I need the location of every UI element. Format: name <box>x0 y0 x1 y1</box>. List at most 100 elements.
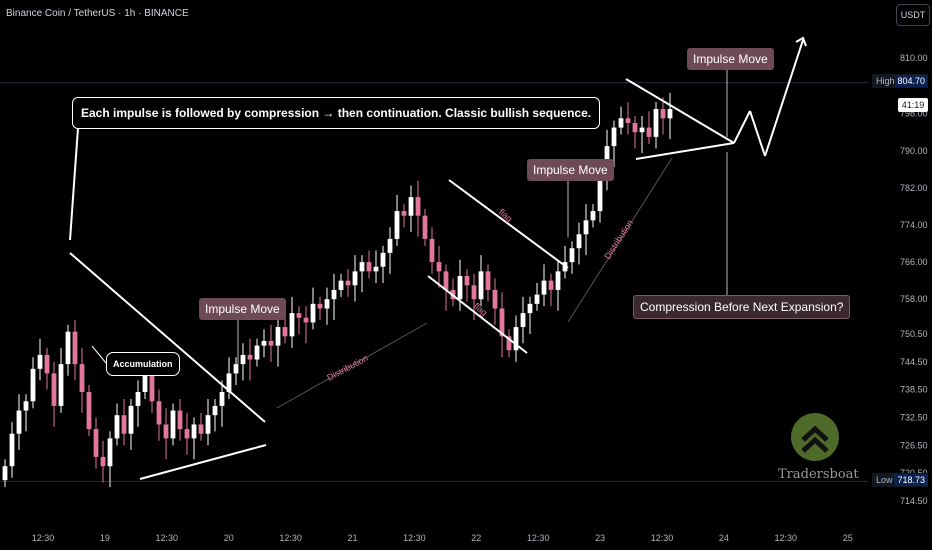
candle-body <box>170 410 176 439</box>
candle-body <box>471 285 477 300</box>
candle-body <box>541 280 547 295</box>
price-tick: 732.50 <box>900 413 928 423</box>
candle-body <box>667 109 673 119</box>
descending-trendline <box>69 252 266 423</box>
candle-body <box>345 280 351 286</box>
candle-body <box>128 405 134 434</box>
projection-leg-3 <box>764 39 804 157</box>
candle-body <box>240 354 246 365</box>
candle-body <box>37 354 43 369</box>
time-tick: 20 <box>224 533 234 543</box>
candle-body <box>156 401 162 425</box>
price-tick: 744.50 <box>900 357 928 367</box>
main-note[interactable]: Each impulse is followed by compression … <box>72 97 601 129</box>
candle-body <box>611 127 617 147</box>
candle-body <box>163 424 169 439</box>
candle-body <box>660 109 666 119</box>
time-tick: 25 <box>843 533 853 543</box>
candle-body <box>632 122 638 133</box>
candle-body <box>478 271 484 300</box>
candle-body <box>457 276 463 300</box>
candle-body <box>142 373 148 392</box>
candle-body <box>527 303 533 314</box>
compression-label[interactable]: Compression Before Next Expansion? <box>633 295 851 319</box>
candle-body <box>555 271 561 290</box>
candle-body <box>387 238 393 253</box>
candle-body <box>282 327 288 337</box>
candle-body <box>149 373 155 402</box>
time-tick: 19 <box>100 533 110 543</box>
time-tick: 12:30 <box>279 533 302 543</box>
candle-body <box>114 415 120 439</box>
candle-body <box>380 252 386 267</box>
currency-button[interactable]: USDT <box>896 4 930 26</box>
impulse-label-3[interactable]: Impulse Move <box>687 48 774 70</box>
distribution-line-2 <box>567 157 673 323</box>
impulse-label-2[interactable]: Impulse Move <box>527 159 614 181</box>
candle-body <box>219 391 225 406</box>
candle-body <box>646 127 652 137</box>
candle-body <box>408 197 414 216</box>
candle-body <box>331 289 337 300</box>
candle-body <box>639 127 645 133</box>
candle-body <box>198 424 204 434</box>
candle-body <box>191 424 197 439</box>
candle-body <box>121 415 127 434</box>
distribution-label-1: Distribution <box>325 353 369 383</box>
time-tick: 21 <box>347 533 357 543</box>
price-tick: 726.50 <box>900 440 928 450</box>
candle-body <box>16 410 22 434</box>
candle-body <box>226 373 232 392</box>
projection-arrow-head <box>795 36 807 47</box>
candle-body <box>618 118 624 128</box>
accumulation-pointer <box>91 345 107 364</box>
brand-logo-chevron-2 <box>801 436 829 453</box>
candle-body <box>422 215 428 239</box>
main-note-pointer <box>69 127 79 241</box>
flag-lower-line <box>427 275 528 354</box>
candle-body <box>233 364 239 374</box>
accumulation-note[interactable]: Accumulation <box>106 352 180 376</box>
candle-body <box>303 317 309 323</box>
impulse-label-1[interactable]: Impulse Move <box>199 298 286 320</box>
candle-body <box>275 327 281 346</box>
candle-body <box>58 364 64 406</box>
candle-body <box>499 308 505 337</box>
flag-upper-line <box>448 179 569 269</box>
candle-body <box>261 340 267 346</box>
symbol-title[interactable]: Binance Coin / TetherUS · 1h · BINANCE <box>6 8 189 19</box>
time-tick: 23 <box>595 533 605 543</box>
candle-body <box>464 276 470 286</box>
distribution-label-2: Distribution <box>602 218 635 261</box>
price-axis[interactable]: 810.00 798.00 790.00 782.00 774.00 766.00 758.… <box>900 53 928 506</box>
low-label: Low <box>876 475 893 485</box>
brand-logo-chevron-1 <box>801 425 829 442</box>
candle-body <box>625 118 631 123</box>
time-tick: 12:30 <box>32 533 55 543</box>
candle-body <box>65 331 71 365</box>
candles <box>2 92 673 488</box>
projection-leg-1 <box>733 110 751 144</box>
distribution-line-1 <box>276 322 428 409</box>
candle-body <box>366 262 372 272</box>
candle-body <box>513 327 519 351</box>
candle-body <box>177 410 183 430</box>
wedge-lower-line <box>635 142 735 160</box>
candle-body <box>44 354 50 374</box>
price-tick: 774.00 <box>900 220 928 230</box>
time-tick: 22 <box>471 533 481 543</box>
time-axis[interactable]: 12:30 19 12:30 20 12:30 21 12:30 22 12:30 23 12:30… <box>32 533 853 543</box>
gridlines <box>0 82 868 482</box>
candle-body <box>135 391 141 406</box>
candle-body <box>205 415 211 434</box>
low-price-tag: Low 718.73 <box>872 473 928 487</box>
candle-body <box>492 289 498 309</box>
candle-body <box>520 313 526 328</box>
high-label: High <box>876 76 895 86</box>
price-tick: 810.00 <box>900 53 928 63</box>
candle-body <box>212 405 218 416</box>
brand-name: Tradersboat <box>778 467 859 482</box>
projection-leg-2 <box>749 110 766 157</box>
candle-body <box>338 280 344 290</box>
candle-body <box>373 266 379 272</box>
